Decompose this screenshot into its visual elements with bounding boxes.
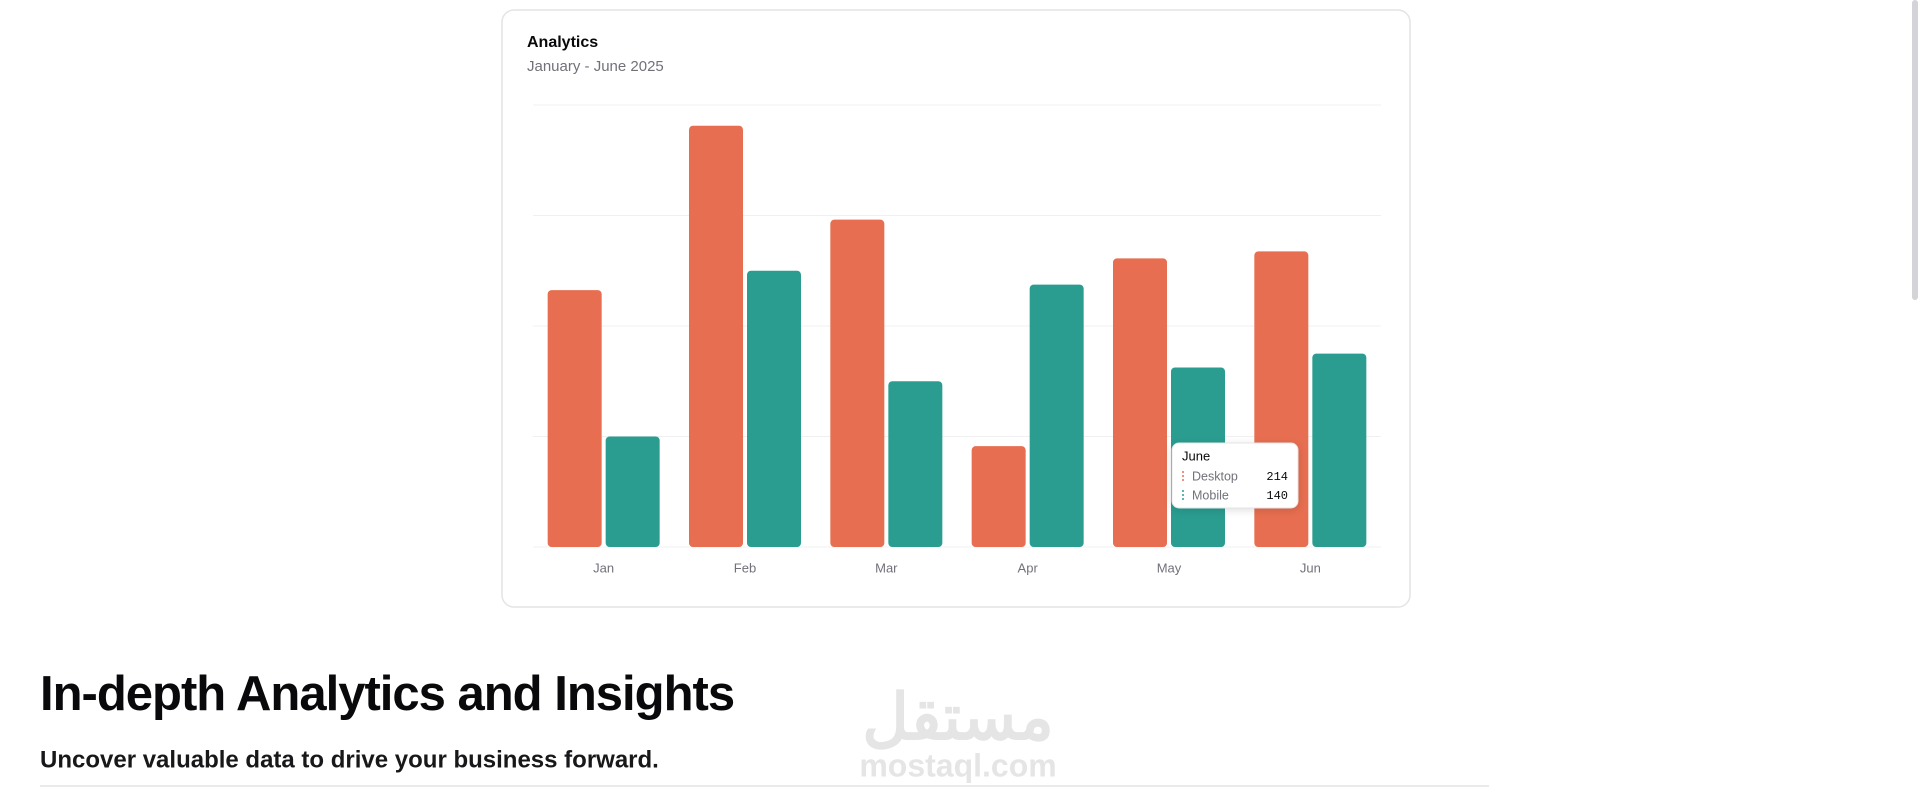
x-tick-label: Jun xyxy=(1300,560,1321,575)
bar xyxy=(547,290,602,547)
bar xyxy=(605,436,660,547)
card-title: Analytics xyxy=(527,34,598,51)
watermark-arabic: مستقل xyxy=(862,681,1054,753)
scrollbar[interactable] xyxy=(1912,0,1918,300)
bar xyxy=(747,270,801,547)
bar xyxy=(830,219,885,548)
tooltip-box xyxy=(1171,442,1299,509)
watermark-latin: mostaql.com xyxy=(859,747,1056,783)
x-tick-label: May xyxy=(1157,560,1182,575)
x-tick-label: Apr xyxy=(1018,560,1039,575)
bar xyxy=(1029,284,1084,547)
x-tick-label: Feb xyxy=(734,560,756,575)
bar xyxy=(971,446,1026,547)
x-tick-label: Jan xyxy=(593,560,614,575)
bar xyxy=(1312,353,1367,547)
subheading: Uncover valuable data to drive your busi… xyxy=(40,746,659,773)
heading: In-depth Analytics and Insights xyxy=(40,667,734,721)
plot: Jan Feb Mar Apr May Jun xyxy=(533,104,1381,575)
bar xyxy=(689,125,743,547)
tooltip-value: 214 xyxy=(1266,470,1288,484)
tooltip-label: Mobile xyxy=(1192,488,1229,502)
tooltip-value: 140 xyxy=(1266,489,1288,503)
bar xyxy=(1113,258,1167,547)
x-tick-label: Mar xyxy=(875,560,898,575)
card-subtitle: January - June 2025 xyxy=(527,58,664,75)
bar xyxy=(888,381,943,547)
tooltip-label: Desktop xyxy=(1192,469,1238,483)
tooltip-title: June xyxy=(1182,448,1210,463)
tooltip: June Desktop 214 Mobile 140 xyxy=(1171,442,1299,509)
